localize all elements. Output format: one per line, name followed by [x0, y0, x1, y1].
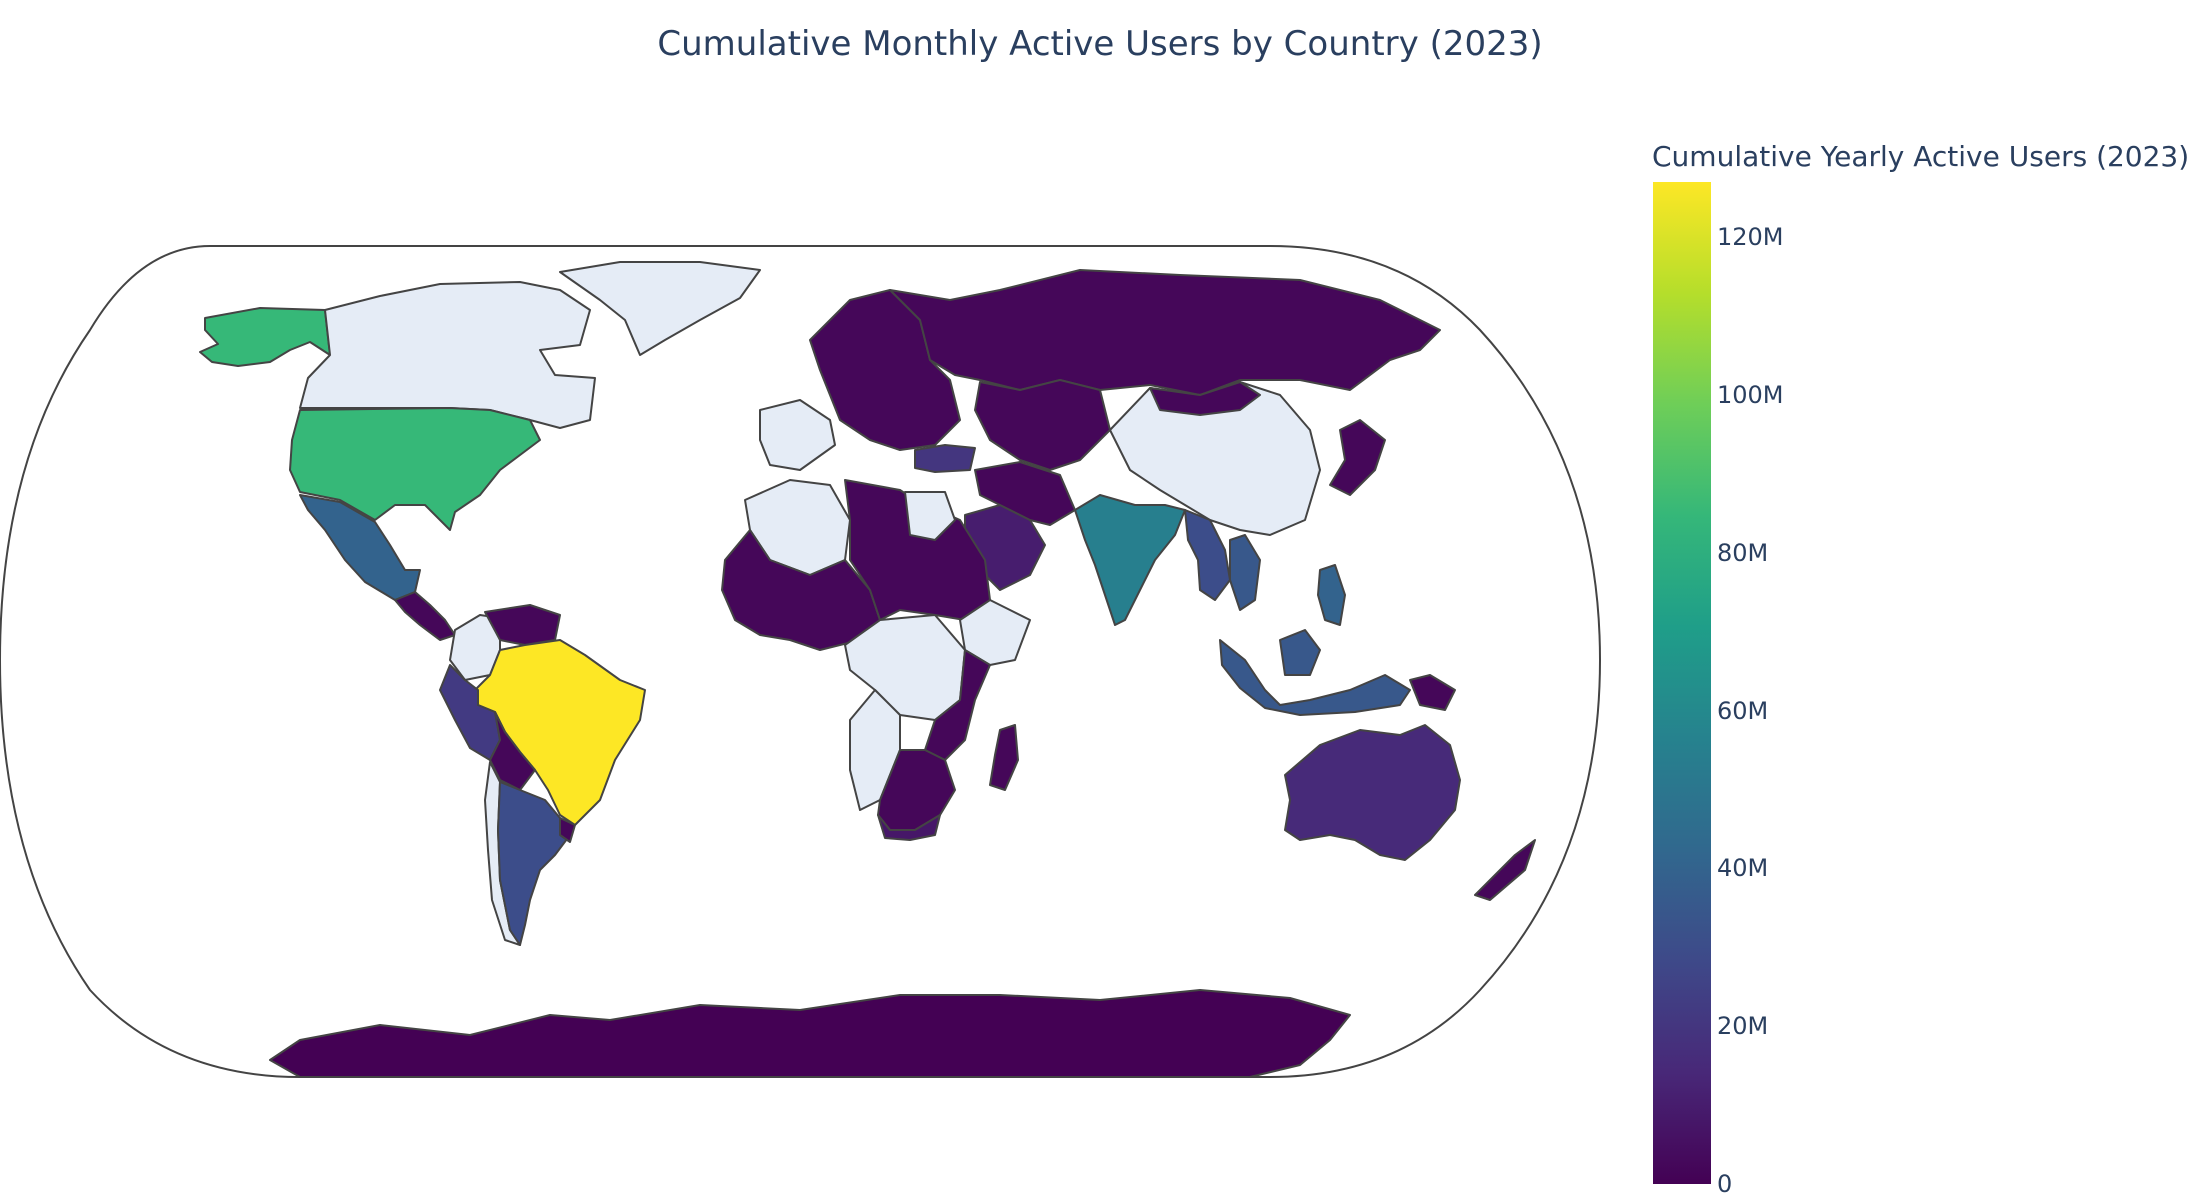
region-central-asia[interactable]: [974, 379, 1111, 471]
region-greenland[interactable]: [559, 261, 761, 356]
region-iran[interactable]: [974, 461, 1076, 526]
colorbar-tick-label: 20M: [1717, 1012, 1769, 1041]
region-uruguay[interactable]: [559, 817, 576, 843]
region-egypt[interactable]: [904, 491, 956, 541]
region-south-africa[interactable]: [877, 814, 941, 841]
colorbar-title: Cumulative Yearly Active Users (2023): [1652, 140, 2190, 173]
region-mongolia[interactable]: [1149, 381, 1261, 416]
region-turkey[interactable]: [914, 444, 976, 473]
colorbar-tick-label: 60M: [1717, 696, 1769, 725]
region-vietnam[interactable]: [1229, 534, 1261, 611]
region-western-europe[interactable]: [759, 399, 836, 471]
colorbar-tick-label: 100M: [1717, 381, 1784, 410]
region-papua[interactable]: [1409, 674, 1456, 711]
colorbar-tick-label: 40M: [1717, 854, 1769, 883]
region-malaysia[interactable]: [1279, 629, 1321, 676]
colorbar-tick-label: 0: [1717, 1170, 1733, 1198]
region-australia[interactable]: [1284, 724, 1461, 861]
colorbar-tick-label: 80M: [1717, 538, 1769, 567]
region-thailand[interactable]: [1184, 509, 1231, 601]
colorbar-tick-label: 120M: [1717, 223, 1784, 252]
region-india[interactable]: [1074, 494, 1186, 626]
region-canada[interactable]: [299, 281, 596, 429]
region-antarctica[interactable]: [269, 989, 1351, 1077]
region-madagascar[interactable]: [989, 724, 1019, 791]
region-indonesia[interactable]: [1219, 639, 1411, 716]
region-usa[interactable]: [289, 407, 541, 531]
colorbar: [1653, 182, 1711, 1184]
region-new-zealand[interactable]: [1474, 839, 1536, 901]
chart-title: Cumulative Monthly Active Users by Count…: [657, 24, 1543, 64]
region-philippines[interactable]: [1317, 564, 1346, 626]
region-japan[interactable]: [1329, 419, 1386, 496]
region-argentina[interactable]: [497, 781, 571, 946]
region-russia[interactable]: [889, 269, 1441, 396]
